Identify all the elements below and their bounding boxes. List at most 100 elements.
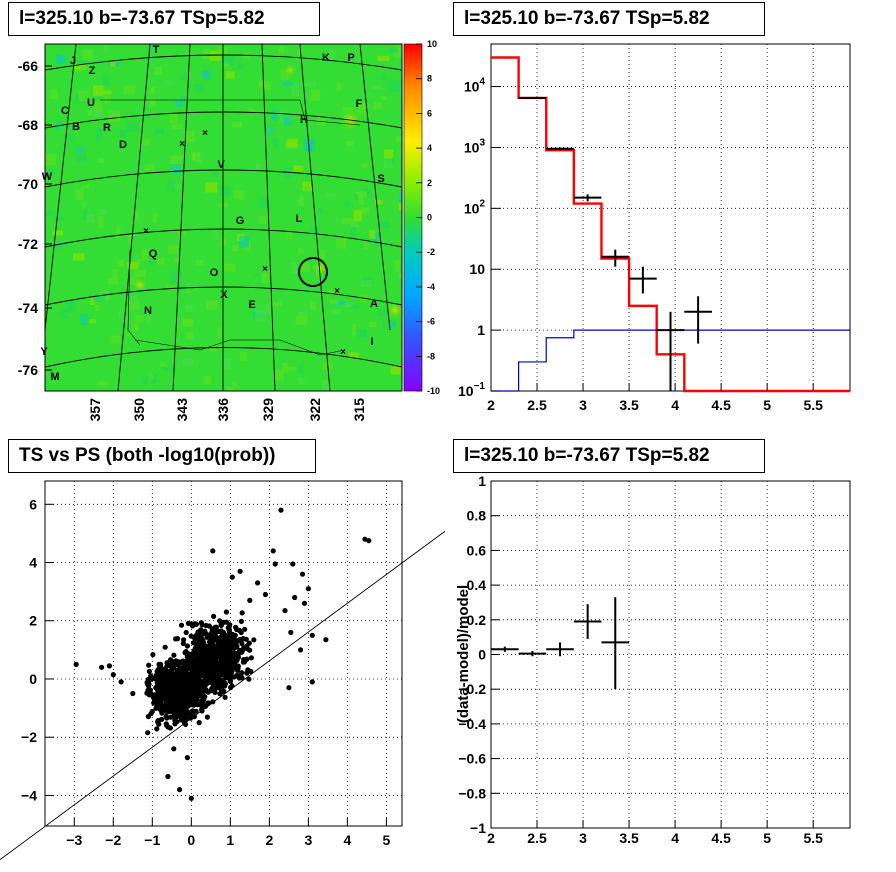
- heatmap-cell: [280, 69, 289, 80]
- heatmap-cell: [134, 183, 142, 188]
- scatter-point: [234, 673, 240, 679]
- residual-panel: 2 2.5 3 3.5 4 4.5 5 5.5 1 0.8 0.6 0.4 0.2 0 −0.2 −0.4 −…: [455, 473, 851, 846]
- scatter-point: [234, 650, 241, 656]
- y-tick-label: -74: [18, 300, 38, 316]
- top-left-pad-title: l=325.10 b=-73.67 TSp=5.82: [8, 2, 320, 36]
- x-tick-label: 3.5: [619, 397, 639, 413]
- heatmap-cell: [398, 272, 402, 278]
- scatter-point: [156, 695, 162, 701]
- y-tick-label: -68: [18, 117, 38, 133]
- heatmap-cell: [382, 322, 388, 329]
- scatter-point: [222, 671, 228, 677]
- heatmap-cell: [350, 227, 357, 239]
- colorbar-tick-label: -6: [427, 317, 435, 327]
- scatter-point: [290, 561, 296, 567]
- scatter-point: [206, 623, 212, 629]
- scatter-point: [204, 634, 210, 640]
- heatmap-cell: [80, 314, 88, 325]
- heatmap-cell: [206, 300, 218, 311]
- scatter-point: [155, 676, 161, 682]
- scatter-point: [146, 668, 152, 674]
- heatmap-coldspot: [52, 237, 68, 253]
- scatter-point: [211, 656, 217, 662]
- heatmap-cell: [194, 151, 203, 163]
- scatter-point: [282, 608, 288, 614]
- x-tick-label: 322: [307, 398, 323, 422]
- heatmap-cell: [213, 229, 219, 240]
- scatter-point: [174, 676, 180, 682]
- scatter-point: [175, 710, 181, 716]
- scatter-point: [165, 773, 171, 780]
- heatmap-cell: [263, 85, 271, 90]
- scatter-point: [241, 657, 247, 663]
- scatter-point: [194, 675, 200, 681]
- scatter-point: [118, 679, 124, 685]
- scatter-point: [205, 650, 211, 656]
- x-tick-label: 2.5: [527, 830, 547, 846]
- heatmap-cell: [118, 310, 127, 319]
- x-tick-label: 315: [351, 398, 367, 422]
- scatter-point: [230, 654, 236, 660]
- region-label: Q: [149, 248, 158, 260]
- heatmap-cell: [136, 259, 141, 265]
- heatmap-cell: [83, 209, 88, 220]
- scatter-point: [165, 692, 171, 698]
- y-tick-label: −1: [470, 820, 486, 836]
- scatter-point: [183, 708, 189, 715]
- scatter-point: [110, 672, 116, 678]
- y-tick-label: −0.2: [458, 681, 486, 697]
- heatmap-cell: [74, 67, 81, 72]
- scatter-point: [215, 653, 221, 659]
- x-tick-label: 5: [763, 830, 771, 846]
- x-tick-label: 0: [187, 832, 195, 848]
- region-label: Z: [89, 65, 96, 77]
- scatter-point: [212, 678, 218, 684]
- heatmap-cell: [73, 253, 85, 261]
- scatter-point: [222, 694, 228, 700]
- heatmap-cell: [396, 135, 402, 142]
- heatmap-cell: [293, 165, 304, 172]
- scatter-point: [146, 662, 152, 668]
- heatmap-cell: [180, 75, 187, 80]
- heatmap-cell: [194, 83, 204, 92]
- scatter-point: [209, 674, 215, 680]
- colorbar-tick-label: -8: [427, 351, 435, 361]
- heatmap-cell: [47, 168, 55, 174]
- heatmap-cell: [383, 158, 393, 168]
- heatmap-cell: [271, 109, 278, 121]
- scatter-point: [175, 668, 181, 674]
- x-tick-label: 329: [260, 398, 276, 422]
- scatter-point: [238, 618, 244, 624]
- colorbar-tick-label: -4: [427, 282, 435, 292]
- scatter-point: [227, 647, 233, 653]
- heatmap-cell: [177, 227, 186, 234]
- scatter-point: [184, 643, 190, 649]
- heatmap-cell: [149, 98, 156, 108]
- region-label: F: [356, 98, 363, 110]
- scatter-point: [168, 674, 174, 681]
- scatter-point: [248, 668, 254, 674]
- scatter-point: [237, 568, 243, 574]
- scatter-point: [366, 538, 372, 544]
- scatter-point: [183, 676, 189, 682]
- y-tick-label: 0: [29, 671, 37, 687]
- region-label: N: [144, 305, 152, 317]
- scatter-point: [222, 633, 228, 639]
- heatmap-cell: [358, 193, 364, 205]
- heatmap-cell: [104, 95, 111, 104]
- heatmap-cell: [155, 257, 165, 265]
- y-tick-label: 1: [478, 473, 486, 489]
- residual-x-axis: 2 2.5 3 3.5 4 4.5 5 5.5: [487, 820, 823, 846]
- heatmap-cell: [347, 304, 360, 309]
- heatmap-cell: [202, 48, 211, 60]
- heatmap-cell: [159, 361, 166, 367]
- y-tick-label: 104: [464, 77, 486, 95]
- scatter-point: [234, 643, 240, 649]
- scatter-point: [200, 637, 206, 643]
- scatter-point: [164, 715, 170, 721]
- heatmap-cell: [258, 215, 267, 224]
- scatter-point: [210, 634, 216, 640]
- colorbar-tick-label: -2: [427, 247, 435, 257]
- x-tick-label: 4: [671, 830, 679, 846]
- heatmap-cell: [171, 272, 182, 284]
